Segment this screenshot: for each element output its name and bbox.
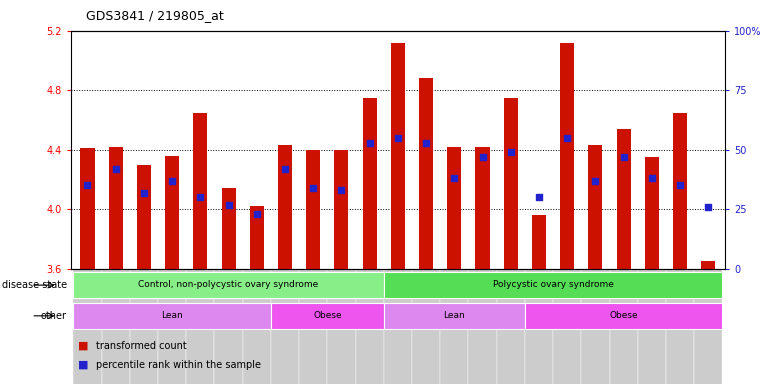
- Bar: [74, 269, 102, 384]
- Point: [223, 202, 235, 208]
- Point: [166, 178, 179, 184]
- Bar: [524, 269, 553, 384]
- Point: [673, 182, 686, 189]
- Bar: [356, 269, 384, 384]
- Point: [194, 194, 207, 200]
- Text: disease state: disease state: [2, 280, 67, 290]
- Point: [82, 182, 94, 189]
- Bar: [673, 113, 687, 269]
- Bar: [532, 215, 546, 269]
- Bar: [384, 269, 412, 384]
- Bar: [694, 269, 722, 384]
- Bar: [384, 272, 722, 298]
- Bar: [637, 269, 666, 384]
- Bar: [440, 269, 468, 384]
- Bar: [158, 269, 187, 384]
- Bar: [419, 78, 433, 269]
- Bar: [271, 303, 384, 329]
- Text: Polycystic ovary syndrome: Polycystic ovary syndrome: [492, 280, 614, 289]
- Point: [645, 175, 658, 181]
- Point: [561, 135, 573, 141]
- Bar: [666, 269, 694, 384]
- Bar: [560, 43, 574, 269]
- Text: percentile rank within the sample: percentile rank within the sample: [96, 360, 260, 370]
- Text: Obese: Obese: [313, 311, 342, 320]
- Point: [364, 139, 376, 146]
- Text: other: other: [41, 311, 67, 321]
- Point: [504, 149, 517, 155]
- Point: [279, 166, 292, 172]
- Point: [419, 139, 432, 146]
- Text: Obese: Obese: [609, 311, 638, 320]
- Bar: [250, 206, 264, 269]
- Bar: [609, 269, 637, 384]
- Bar: [299, 269, 328, 384]
- Point: [110, 166, 122, 172]
- Bar: [468, 269, 496, 384]
- Point: [392, 135, 405, 141]
- Bar: [588, 145, 602, 269]
- Bar: [503, 98, 517, 269]
- Point: [476, 154, 488, 160]
- Bar: [644, 157, 659, 269]
- Bar: [524, 303, 722, 329]
- Text: Lean: Lean: [444, 311, 465, 320]
- Point: [589, 178, 601, 184]
- Bar: [137, 165, 151, 269]
- Text: Control, non-polycystic ovary syndrome: Control, non-polycystic ovary syndrome: [139, 280, 319, 289]
- Text: Lean: Lean: [162, 311, 183, 320]
- Bar: [102, 269, 130, 384]
- Bar: [109, 147, 123, 269]
- Bar: [74, 303, 271, 329]
- Bar: [271, 269, 299, 384]
- Bar: [278, 145, 292, 269]
- Bar: [194, 113, 208, 269]
- Bar: [130, 269, 158, 384]
- Text: GDS3841 / 219805_at: GDS3841 / 219805_at: [86, 9, 224, 22]
- Bar: [391, 43, 405, 269]
- Bar: [581, 269, 609, 384]
- Point: [307, 185, 320, 191]
- Point: [251, 211, 263, 217]
- Bar: [187, 269, 215, 384]
- Bar: [496, 269, 524, 384]
- Bar: [215, 269, 243, 384]
- Bar: [222, 189, 236, 269]
- Point: [702, 204, 714, 210]
- Bar: [616, 129, 630, 269]
- Text: transformed count: transformed count: [96, 341, 187, 351]
- Bar: [328, 269, 356, 384]
- Bar: [81, 148, 95, 269]
- Bar: [475, 147, 489, 269]
- Bar: [412, 269, 440, 384]
- Bar: [553, 269, 581, 384]
- Point: [617, 154, 630, 160]
- Text: ■: ■: [78, 360, 89, 370]
- Bar: [701, 262, 715, 269]
- Bar: [363, 98, 377, 269]
- Bar: [165, 156, 180, 269]
- Bar: [243, 269, 271, 384]
- Point: [532, 194, 545, 200]
- Bar: [307, 150, 321, 269]
- Bar: [335, 150, 349, 269]
- Point: [138, 190, 151, 196]
- Bar: [447, 147, 461, 269]
- Bar: [384, 303, 524, 329]
- Point: [336, 187, 348, 193]
- Point: [448, 175, 460, 181]
- Text: ■: ■: [78, 341, 89, 351]
- Bar: [74, 272, 384, 298]
